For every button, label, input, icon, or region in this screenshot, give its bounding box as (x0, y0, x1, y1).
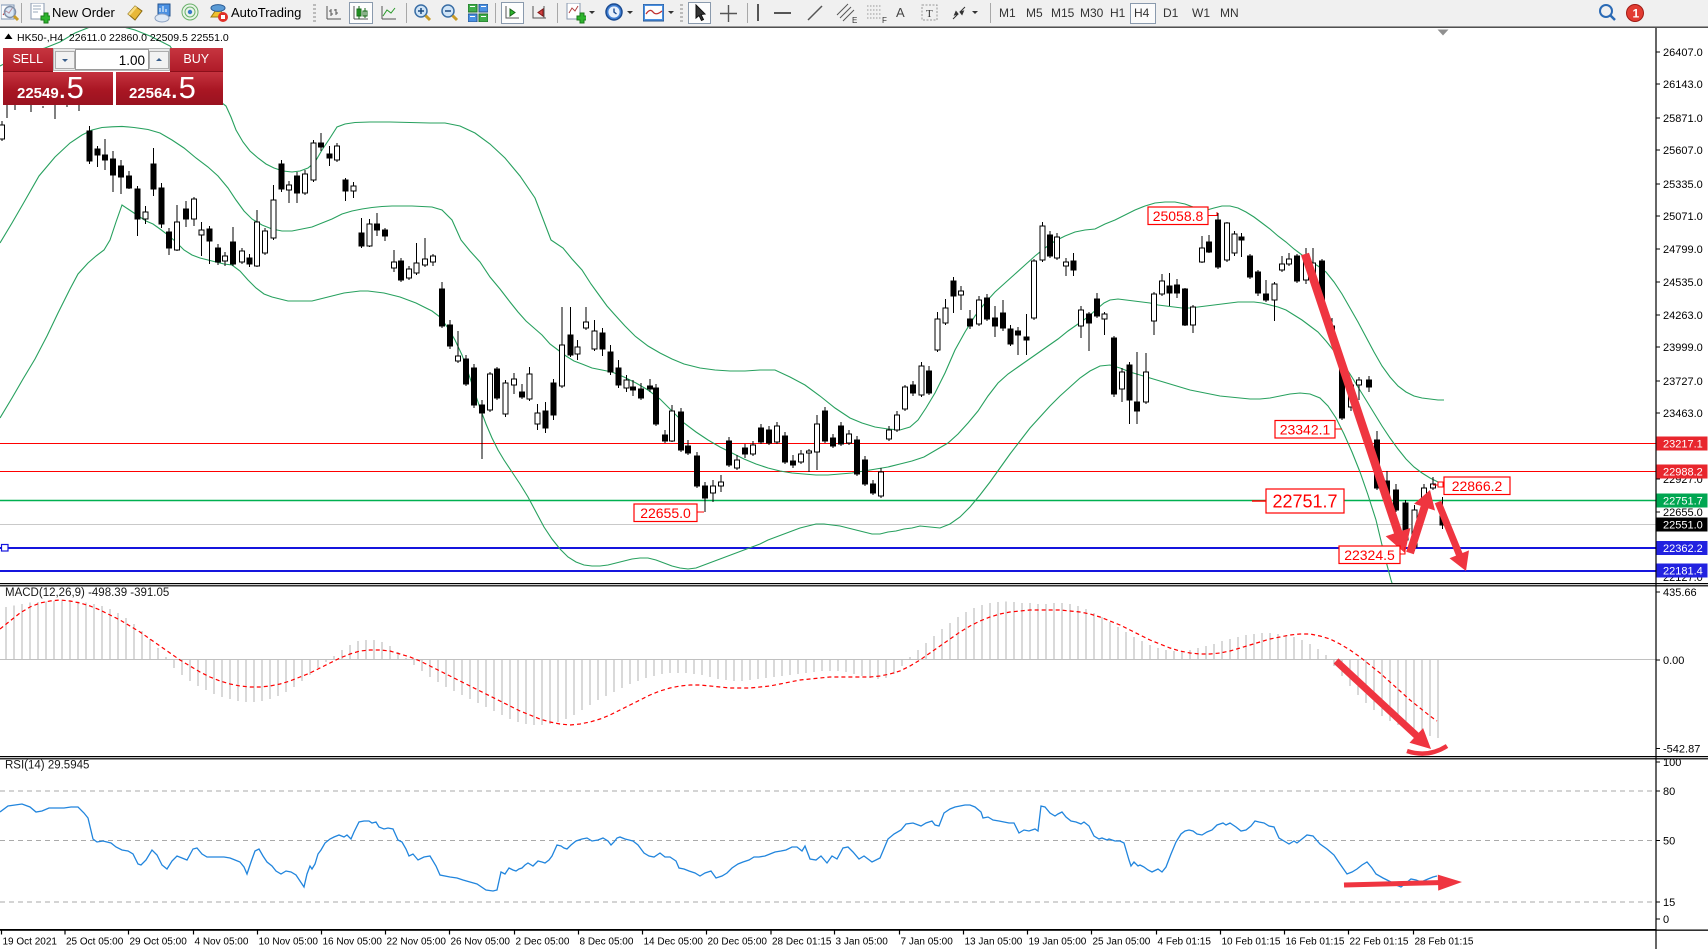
svg-text:24799.0: 24799.0 (1663, 244, 1703, 256)
svg-text:16 Feb 01:15: 16 Feb 01:15 (1286, 937, 1345, 948)
svg-text:19 Jan 05:00: 19 Jan 05:00 (1029, 937, 1087, 948)
svg-text:16 Nov 05:00: 16 Nov 05:00 (323, 937, 383, 948)
svg-text:E: E (852, 16, 857, 24)
svg-text:22181.4: 22181.4 (1663, 566, 1703, 578)
svg-text:10 Feb 01:15: 10 Feb 01:15 (1222, 937, 1281, 948)
svg-text:F: F (882, 16, 887, 24)
svg-text:25058.8: 25058.8 (1153, 208, 1204, 224)
svg-text:22751.7: 22751.7 (1663, 496, 1703, 508)
svg-text:22 Nov 05:00: 22 Nov 05:00 (387, 937, 447, 948)
svg-text:26 Nov 05:00: 26 Nov 05:00 (451, 937, 511, 948)
svg-text:26407.0: 26407.0 (1663, 47, 1703, 59)
svg-text:28 Feb 01:15: 28 Feb 01:15 (1415, 937, 1474, 948)
svg-text:22324.5: 22324.5 (1344, 547, 1395, 563)
svg-text:25071.0: 25071.0 (1663, 211, 1703, 223)
svg-text:22362.2: 22362.2 (1663, 543, 1703, 555)
svg-text:14 Dec 05:00: 14 Dec 05:00 (644, 937, 704, 948)
svg-text:23463.0: 23463.0 (1663, 408, 1703, 420)
svg-text:25 Jan 05:00: 25 Jan 05:00 (1093, 937, 1151, 948)
svg-text:25871.0: 25871.0 (1663, 113, 1703, 125)
svg-text:13 Jan 05:00: 13 Jan 05:00 (965, 937, 1023, 948)
svg-text:26143.0: 26143.0 (1663, 79, 1703, 91)
svg-text:19 Oct 2021: 19 Oct 2021 (3, 937, 58, 948)
svg-text:HK50-,H4 22611.0 22860.0 2250: HK50-,H4 22611.0 22860.0 22509.5 22551.0 (17, 32, 229, 44)
svg-text:1: 1 (1633, 7, 1640, 21)
svg-text:RSI(14) 29.5945: RSI(14) 29.5945 (5, 760, 89, 772)
svg-text:2 Dec 05:00: 2 Dec 05:00 (516, 937, 570, 948)
svg-text:100: 100 (1663, 757, 1681, 769)
svg-text:28 Dec 01:15: 28 Dec 01:15 (772, 937, 832, 948)
svg-text:23999.0: 23999.0 (1663, 342, 1703, 354)
svg-text:23217.1: 23217.1 (1663, 439, 1703, 451)
svg-text:0: 0 (1663, 914, 1669, 926)
svg-text:22988.2: 22988.2 (1663, 467, 1703, 479)
svg-text:50: 50 (1663, 836, 1675, 848)
svg-text:22 Feb 01:15: 22 Feb 01:15 (1350, 937, 1409, 948)
svg-text:4 Feb 01:15: 4 Feb 01:15 (1158, 937, 1212, 948)
svg-text:15: 15 (1663, 897, 1675, 909)
svg-text:25607.0: 25607.0 (1663, 145, 1703, 157)
svg-text:MACD(12,26,9) -498.39 -391.05: MACD(12,26,9) -498.39 -391.05 (5, 587, 169, 599)
svg-text:435.66: 435.66 (1663, 587, 1697, 599)
svg-text:25 Oct 05:00: 25 Oct 05:00 (66, 937, 124, 948)
svg-text:22551.0: 22551.0 (1663, 520, 1703, 532)
svg-text:80: 80 (1663, 786, 1675, 798)
svg-text:-542.87: -542.87 (1663, 744, 1700, 756)
svg-text:22655.0: 22655.0 (640, 505, 691, 521)
svg-text:24535.0: 24535.0 (1663, 277, 1703, 289)
svg-text:23727.0: 23727.0 (1663, 376, 1703, 388)
svg-text:25335.0: 25335.0 (1663, 179, 1703, 191)
svg-text:23342.1: 23342.1 (1280, 421, 1331, 437)
svg-text:T: T (926, 8, 933, 20)
svg-text:29 Oct 05:00: 29 Oct 05:00 (130, 937, 188, 948)
svg-text:24263.0: 24263.0 (1663, 310, 1703, 322)
svg-text:4 Nov 05:00: 4 Nov 05:00 (195, 937, 249, 948)
svg-text:22866.2: 22866.2 (1452, 478, 1503, 494)
svg-text:20 Dec 05:00: 20 Dec 05:00 (708, 937, 768, 948)
svg-text:10 Nov 05:00: 10 Nov 05:00 (259, 937, 319, 948)
svg-text:22751.7: 22751.7 (1272, 491, 1337, 511)
svg-text:7 Jan 05:00: 7 Jan 05:00 (901, 937, 954, 948)
svg-text:8 Dec 05:00: 8 Dec 05:00 (580, 937, 634, 948)
svg-text:22655.0: 22655.0 (1663, 507, 1703, 519)
svg-text:0.00: 0.00 (1663, 655, 1684, 667)
svg-text:3 Jan 05:00: 3 Jan 05:00 (836, 937, 889, 948)
